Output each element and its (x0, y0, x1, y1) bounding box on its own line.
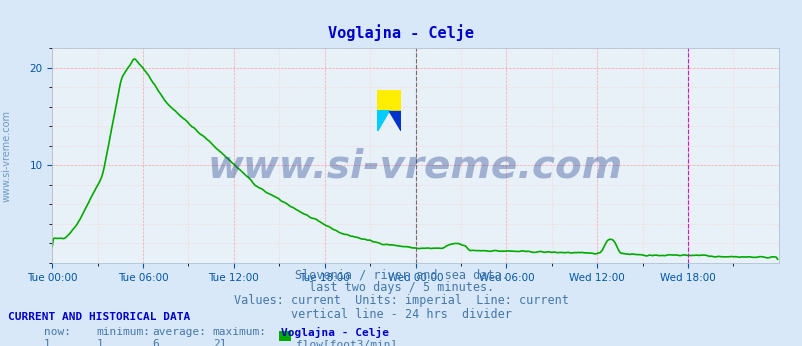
Text: Voglajna - Celje: Voglajna - Celje (328, 24, 474, 41)
Text: www.si-vreme.com: www.si-vreme.com (2, 110, 11, 202)
Text: now:: now: (44, 327, 71, 337)
Text: 6: 6 (152, 339, 159, 346)
Text: CURRENT AND HISTORICAL DATA: CURRENT AND HISTORICAL DATA (8, 312, 190, 322)
Text: 1: 1 (44, 339, 51, 346)
Text: maximum:: maximum: (213, 327, 266, 337)
Text: Voglajna - Celje: Voglajna - Celje (281, 327, 388, 338)
Text: Slovenia / river and sea data.: Slovenia / river and sea data. (294, 268, 508, 281)
Polygon shape (389, 111, 401, 131)
Text: 21: 21 (213, 339, 226, 346)
Text: Values: current  Units: imperial  Line: current: Values: current Units: imperial Line: cu… (233, 294, 569, 308)
Text: www.si-vreme.com: www.si-vreme.com (208, 147, 622, 185)
Text: last two days / 5 minutes.: last two days / 5 minutes. (309, 281, 493, 294)
Polygon shape (377, 111, 389, 131)
Text: 1: 1 (96, 339, 103, 346)
Polygon shape (377, 90, 401, 111)
Text: vertical line - 24 hrs  divider: vertical line - 24 hrs divider (290, 308, 512, 321)
Text: average:: average: (152, 327, 206, 337)
Text: flow[foot3/min]: flow[foot3/min] (295, 339, 396, 346)
Text: minimum:: minimum: (96, 327, 150, 337)
